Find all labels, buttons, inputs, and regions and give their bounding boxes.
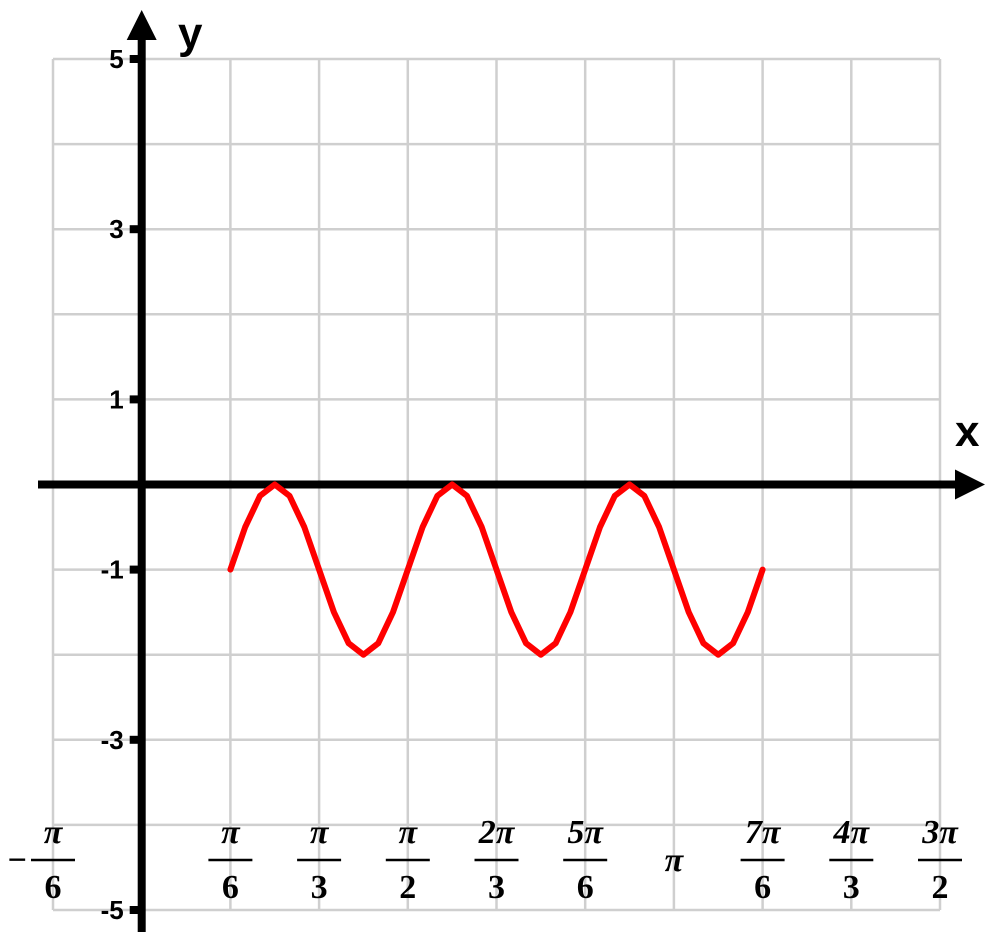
axes	[38, 10, 985, 932]
x-tick-denominator: 3	[488, 869, 505, 906]
x-tick-sign: −	[8, 842, 27, 879]
y-tick-labels: 5 3 1 -1 -3 -5	[101, 44, 124, 925]
x-tick-denominator: 6	[45, 869, 62, 906]
x-tick-label: 3π2	[918, 814, 962, 906]
x-tick-label: 4π3	[829, 814, 874, 906]
x-tick-denominator: 2	[399, 869, 416, 906]
x-tick-numerator: 2π	[478, 814, 516, 851]
x-tick-label: π 6−	[8, 814, 75, 906]
y-tick-label: -3	[101, 725, 124, 755]
ticks	[47, 55, 946, 914]
x-tick-denominator: 3	[311, 869, 328, 906]
x-tick-denominator: 6	[577, 869, 594, 906]
x-tick-denominator: 2	[932, 869, 949, 906]
y-tick-label: -5	[101, 895, 124, 925]
x-tick-numerator: π	[44, 814, 64, 851]
x-tick-denominator: 6	[754, 869, 771, 906]
x-tick-label: 2π3	[474, 814, 519, 906]
x-tick-numerator: 3π	[921, 814, 959, 851]
x-tick-numerator: π	[310, 814, 330, 851]
x-tick-denominator: 6	[222, 869, 239, 906]
x-axis-label: x	[955, 407, 980, 456]
x-tick-numerator: 4π	[833, 814, 871, 851]
y-tick-label: 3	[109, 214, 123, 244]
series	[227, 481, 766, 658]
y-tick-label: 5	[109, 44, 123, 74]
x-tick-label: 5π6	[563, 814, 608, 906]
x-tick-label: π3	[297, 814, 342, 906]
x-axis-arrow	[955, 469, 985, 500]
grid	[51, 57, 942, 912]
x-tick-label: π	[665, 842, 685, 879]
x-tick-numerator: 5π	[567, 814, 604, 851]
x-tick-numerator: 7π	[745, 814, 782, 851]
series-line	[227, 481, 766, 658]
y-axis-arrow	[126, 10, 157, 40]
x-tick-numerator: π	[399, 814, 419, 851]
y-tick-label: -1	[101, 555, 124, 585]
x-tick-denominator: 3	[843, 869, 860, 906]
x-tick-numerator: π	[221, 814, 241, 851]
x-tick-label: π6	[208, 814, 253, 906]
y-axis-label: y	[178, 9, 203, 58]
x-tick-label: π2	[385, 814, 430, 906]
y-tick-label: 1	[109, 384, 123, 414]
x-tick-numerator: π	[665, 842, 685, 879]
x-tick-label: 7π6	[740, 814, 785, 906]
